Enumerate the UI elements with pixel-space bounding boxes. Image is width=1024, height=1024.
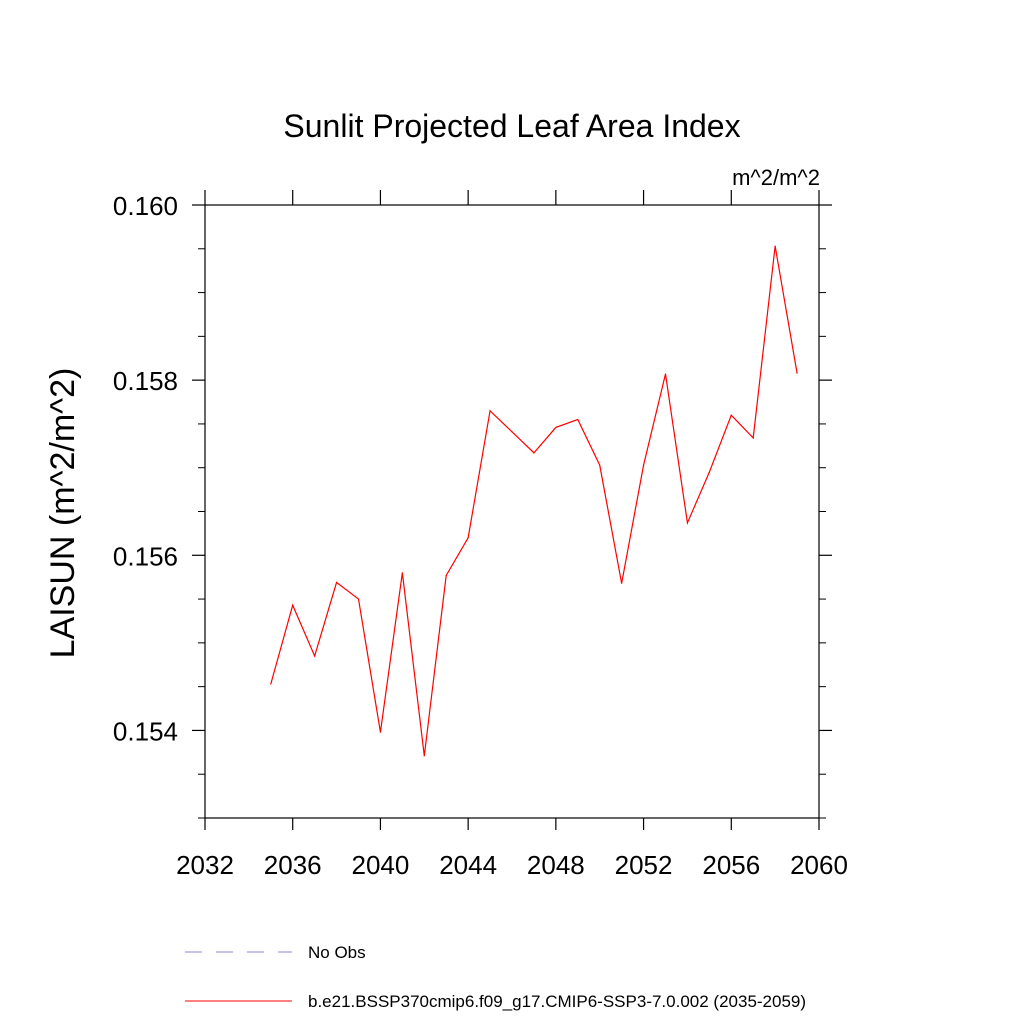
data-point (511, 431, 513, 433)
data-point (642, 464, 645, 466)
legend-label-no-obs: No Obs (308, 943, 366, 962)
axis-ticks (192, 190, 832, 830)
units-label: m^2/m^2 (732, 165, 820, 190)
data-point (270, 683, 272, 685)
data-point (314, 655, 316, 657)
data-point (401, 572, 403, 574)
x-tick-label: 2044 (439, 850, 497, 880)
data-point (379, 731, 382, 733)
x-tick-label: 2052 (615, 850, 673, 880)
plot-frame (204, 204, 820, 819)
y-tick-label: 0.160 (113, 191, 178, 221)
data-point (445, 574, 447, 577)
axis-tick-labels: 2032 2036 2040 2044 2048 2052 2056 2060 0.154 0.1… (113, 191, 848, 880)
data-point (599, 464, 601, 466)
x-tick-label: 2032 (176, 850, 234, 880)
chart-title: Sunlit Projected Leaf Area Index (283, 108, 740, 144)
x-tick-label: 2036 (264, 850, 322, 880)
y-tick-label: 0.154 (113, 716, 178, 746)
data-point (774, 245, 776, 247)
series-line (270, 246, 798, 756)
x-tick-label: 2048 (527, 850, 585, 880)
x-tick-label: 2040 (352, 850, 410, 880)
data-point (423, 755, 425, 757)
y-tick-label: 0.158 (113, 366, 178, 396)
data-point (730, 414, 732, 416)
series-points (270, 245, 798, 757)
y-axis-label: LAISUN (m^2/m^2) (44, 368, 82, 659)
data-point (533, 452, 535, 454)
data-point (708, 471, 710, 473)
data-point (577, 418, 579, 421)
y-tick-label: 0.156 (113, 541, 178, 571)
x-tick-label: 2060 (790, 850, 848, 880)
data-point (357, 598, 360, 600)
legend-label-series: b.e21.BSSP370cmip6.f09_g17.CMIP6-SSP3-7.… (308, 992, 806, 1011)
data-point (796, 372, 798, 374)
data-point (621, 582, 623, 584)
x-tick-label: 2056 (702, 850, 760, 880)
data-point (335, 581, 338, 584)
data-point (555, 426, 557, 429)
data-point (467, 537, 469, 539)
data-point (292, 604, 294, 606)
data-point (686, 522, 689, 524)
data-point (489, 410, 491, 412)
data-point (752, 437, 754, 439)
data-point (664, 373, 667, 375)
